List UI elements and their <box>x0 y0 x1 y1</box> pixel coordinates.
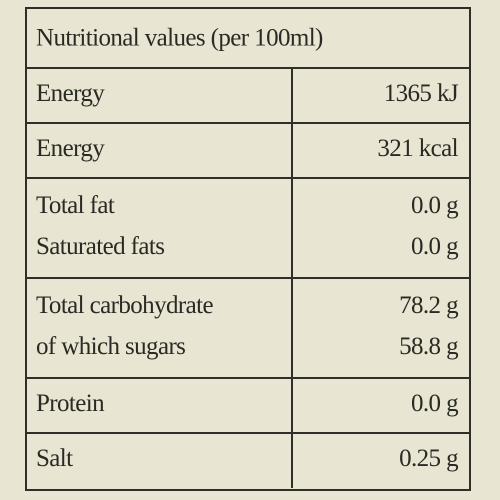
nutrient-value: 321 kcal <box>377 135 458 162</box>
table-border <box>25 7 471 491</box>
nutrient-label: Energy <box>36 80 105 107</box>
nutrient-value: 1365 kJ <box>384 80 459 107</box>
nutrient-value: 0.25 g <box>399 445 459 472</box>
nutrient-label: Total fat <box>36 192 115 219</box>
nutrient-value: 0.0 g <box>411 192 459 219</box>
nutrient-label: Energy <box>36 135 105 162</box>
nutrient-value: 58.8 g <box>399 333 459 360</box>
nutrient-label: Saturated fats <box>36 233 164 260</box>
nutrient-value: 0.0 g <box>411 233 459 260</box>
nutrient-label: Salt <box>36 445 73 472</box>
nutrient-value: 78.2 g <box>399 292 459 319</box>
nutrient-value: 0.0 g <box>411 390 459 417</box>
nutrient-label: Protein <box>36 390 105 417</box>
nutrient-label: Total carbohydrate <box>36 292 213 319</box>
nutrient-label: of which sugars <box>36 333 185 360</box>
table-title: Nutritional values (per 100ml) <box>36 25 323 52</box>
